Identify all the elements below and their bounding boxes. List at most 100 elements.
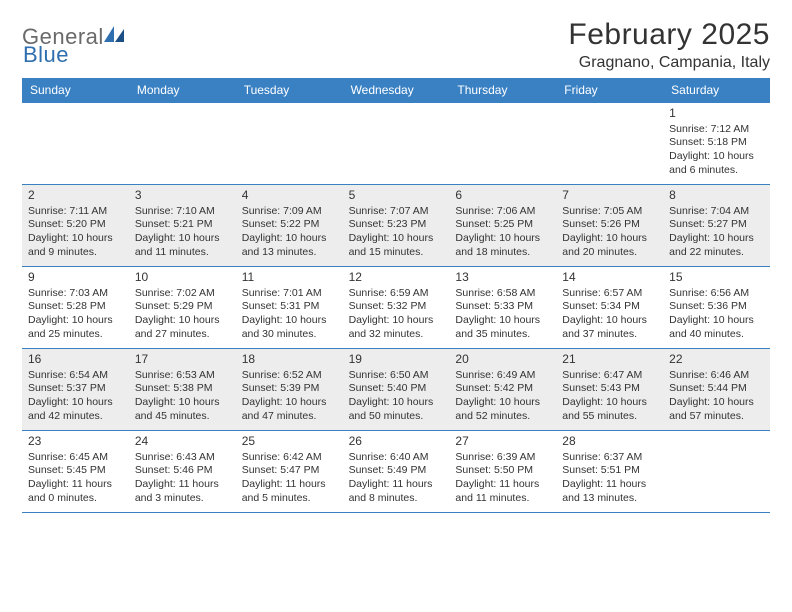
weekday-col: Thursday — [449, 79, 556, 102]
day-number: 19 — [349, 352, 444, 368]
sunset-line: Sunset: 5:21 PM — [135, 218, 230, 232]
calendar-cell: 4Sunrise: 7:09 AMSunset: 5:22 PMDaylight… — [236, 184, 343, 266]
weekday-col: Friday — [556, 79, 663, 102]
sunrise-line: Sunrise: 6:46 AM — [669, 369, 764, 383]
day-number: 6 — [455, 188, 550, 204]
sunrise-line: Sunrise: 7:11 AM — [28, 205, 123, 219]
sunset-line: Sunset: 5:42 PM — [455, 382, 550, 396]
day-number: 15 — [669, 270, 764, 286]
sunset-line: Sunset: 5:39 PM — [242, 382, 337, 396]
sunset-line: Sunset: 5:29 PM — [135, 300, 230, 314]
sunrise-line: Sunrise: 6:42 AM — [242, 451, 337, 465]
calendar-body: 1Sunrise: 7:12 AMSunset: 5:18 PMDaylight… — [22, 102, 770, 512]
weekday-col: Monday — [129, 79, 236, 102]
daylight-line: Daylight: 10 hours and 42 minutes. — [28, 396, 123, 423]
day-number: 26 — [349, 434, 444, 450]
sunset-line: Sunset: 5:47 PM — [242, 464, 337, 478]
weekday-header: Sunday Monday Tuesday Wednesday Thursday… — [22, 78, 770, 102]
calendar-cell: 11Sunrise: 7:01 AMSunset: 5:31 PMDayligh… — [236, 266, 343, 348]
sunrise-line: Sunrise: 6:52 AM — [242, 369, 337, 383]
day-number: 25 — [242, 434, 337, 450]
calendar-cell — [343, 102, 450, 184]
sunrise-line: Sunrise: 6:59 AM — [349, 287, 444, 301]
day-number: 28 — [562, 434, 657, 450]
calendar-cell — [22, 102, 129, 184]
calendar-cell: 14Sunrise: 6:57 AMSunset: 5:34 PMDayligh… — [556, 266, 663, 348]
sunrise-line: Sunrise: 6:47 AM — [562, 369, 657, 383]
sunrise-line: Sunrise: 6:45 AM — [28, 451, 123, 465]
bottom-rule — [22, 512, 770, 513]
day-number: 5 — [349, 188, 444, 204]
sunrise-line: Sunrise: 7:01 AM — [242, 287, 337, 301]
sunset-line: Sunset: 5:46 PM — [135, 464, 230, 478]
sunset-line: Sunset: 5:25 PM — [455, 218, 550, 232]
sunset-line: Sunset: 5:44 PM — [669, 382, 764, 396]
calendar-cell: 18Sunrise: 6:52 AMSunset: 5:39 PMDayligh… — [236, 348, 343, 430]
day-number: 17 — [135, 352, 230, 368]
daylight-line: Daylight: 10 hours and 55 minutes. — [562, 396, 657, 423]
day-number: 2 — [28, 188, 123, 204]
calendar-cell: 24Sunrise: 6:43 AMSunset: 5:46 PMDayligh… — [129, 430, 236, 512]
day-number: 27 — [455, 434, 550, 450]
weekday-col: Tuesday — [236, 79, 343, 102]
calendar-cell: 16Sunrise: 6:54 AMSunset: 5:37 PMDayligh… — [22, 348, 129, 430]
daylight-line: Daylight: 10 hours and 40 minutes. — [669, 314, 764, 341]
sunrise-line: Sunrise: 7:05 AM — [562, 205, 657, 219]
calendar-cell: 1Sunrise: 7:12 AMSunset: 5:18 PMDaylight… — [663, 102, 770, 184]
calendar-page: General February 2025 Gragnano, Campania… — [0, 0, 792, 525]
sunrise-line: Sunrise: 6:40 AM — [349, 451, 444, 465]
location-subtitle: Gragnano, Campania, Italy — [568, 54, 770, 72]
day-number: 21 — [562, 352, 657, 368]
daylight-line: Daylight: 10 hours and 15 minutes. — [349, 232, 444, 259]
daylight-line: Daylight: 10 hours and 22 minutes. — [669, 232, 764, 259]
daylight-line: Daylight: 10 hours and 50 minutes. — [349, 396, 444, 423]
day-number: 11 — [242, 270, 337, 286]
calendar-cell: 5Sunrise: 7:07 AMSunset: 5:23 PMDaylight… — [343, 184, 450, 266]
daylight-line: Daylight: 10 hours and 47 minutes. — [242, 396, 337, 423]
sunrise-line: Sunrise: 7:06 AM — [455, 205, 550, 219]
sunrise-line: Sunrise: 6:53 AM — [135, 369, 230, 383]
weekday-col: Sunday — [22, 79, 129, 102]
brand-sail-icon — [104, 26, 124, 42]
calendar-cell: 12Sunrise: 6:59 AMSunset: 5:32 PMDayligh… — [343, 266, 450, 348]
calendar-cell — [129, 102, 236, 184]
calendar-cell: 15Sunrise: 6:56 AMSunset: 5:36 PMDayligh… — [663, 266, 770, 348]
sunset-line: Sunset: 5:28 PM — [28, 300, 123, 314]
calendar-cell: 22Sunrise: 6:46 AMSunset: 5:44 PMDayligh… — [663, 348, 770, 430]
day-number: 9 — [28, 270, 123, 286]
sunrise-line: Sunrise: 7:07 AM — [349, 205, 444, 219]
daylight-line: Daylight: 10 hours and 13 minutes. — [242, 232, 337, 259]
sunset-line: Sunset: 5:23 PM — [349, 218, 444, 232]
sunset-line: Sunset: 5:18 PM — [669, 136, 764, 150]
sunrise-line: Sunrise: 6:43 AM — [135, 451, 230, 465]
calendar-cell: 8Sunrise: 7:04 AMSunset: 5:27 PMDaylight… — [663, 184, 770, 266]
day-number: 24 — [135, 434, 230, 450]
calendar-cell: 26Sunrise: 6:40 AMSunset: 5:49 PMDayligh… — [343, 430, 450, 512]
daylight-line: Daylight: 11 hours and 8 minutes. — [349, 478, 444, 505]
daylight-line: Daylight: 10 hours and 45 minutes. — [135, 396, 230, 423]
daylight-line: Daylight: 11 hours and 13 minutes. — [562, 478, 657, 505]
sunset-line: Sunset: 5:22 PM — [242, 218, 337, 232]
calendar-cell: 7Sunrise: 7:05 AMSunset: 5:26 PMDaylight… — [556, 184, 663, 266]
calendar-cell: 9Sunrise: 7:03 AMSunset: 5:28 PMDaylight… — [22, 266, 129, 348]
sunset-line: Sunset: 5:37 PM — [28, 382, 123, 396]
calendar-cell: 17Sunrise: 6:53 AMSunset: 5:38 PMDayligh… — [129, 348, 236, 430]
sunrise-line: Sunrise: 7:03 AM — [28, 287, 123, 301]
calendar-cell: 27Sunrise: 6:39 AMSunset: 5:50 PMDayligh… — [449, 430, 556, 512]
sunrise-line: Sunrise: 7:12 AM — [669, 123, 764, 137]
sunrise-line: Sunrise: 6:57 AM — [562, 287, 657, 301]
sunset-line: Sunset: 5:26 PM — [562, 218, 657, 232]
calendar-cell: 2Sunrise: 7:11 AMSunset: 5:20 PMDaylight… — [22, 184, 129, 266]
daylight-line: Daylight: 10 hours and 52 minutes. — [455, 396, 550, 423]
daylight-line: Daylight: 10 hours and 35 minutes. — [455, 314, 550, 341]
calendar-cell — [449, 102, 556, 184]
calendar-cell: 25Sunrise: 6:42 AMSunset: 5:47 PMDayligh… — [236, 430, 343, 512]
sunset-line: Sunset: 5:38 PM — [135, 382, 230, 396]
month-title: February 2025 — [568, 18, 770, 52]
day-number: 18 — [242, 352, 337, 368]
calendar-cell: 3Sunrise: 7:10 AMSunset: 5:21 PMDaylight… — [129, 184, 236, 266]
sunrise-line: Sunrise: 7:04 AM — [669, 205, 764, 219]
day-number: 22 — [669, 352, 764, 368]
day-number: 16 — [28, 352, 123, 368]
sunrise-line: Sunrise: 7:10 AM — [135, 205, 230, 219]
